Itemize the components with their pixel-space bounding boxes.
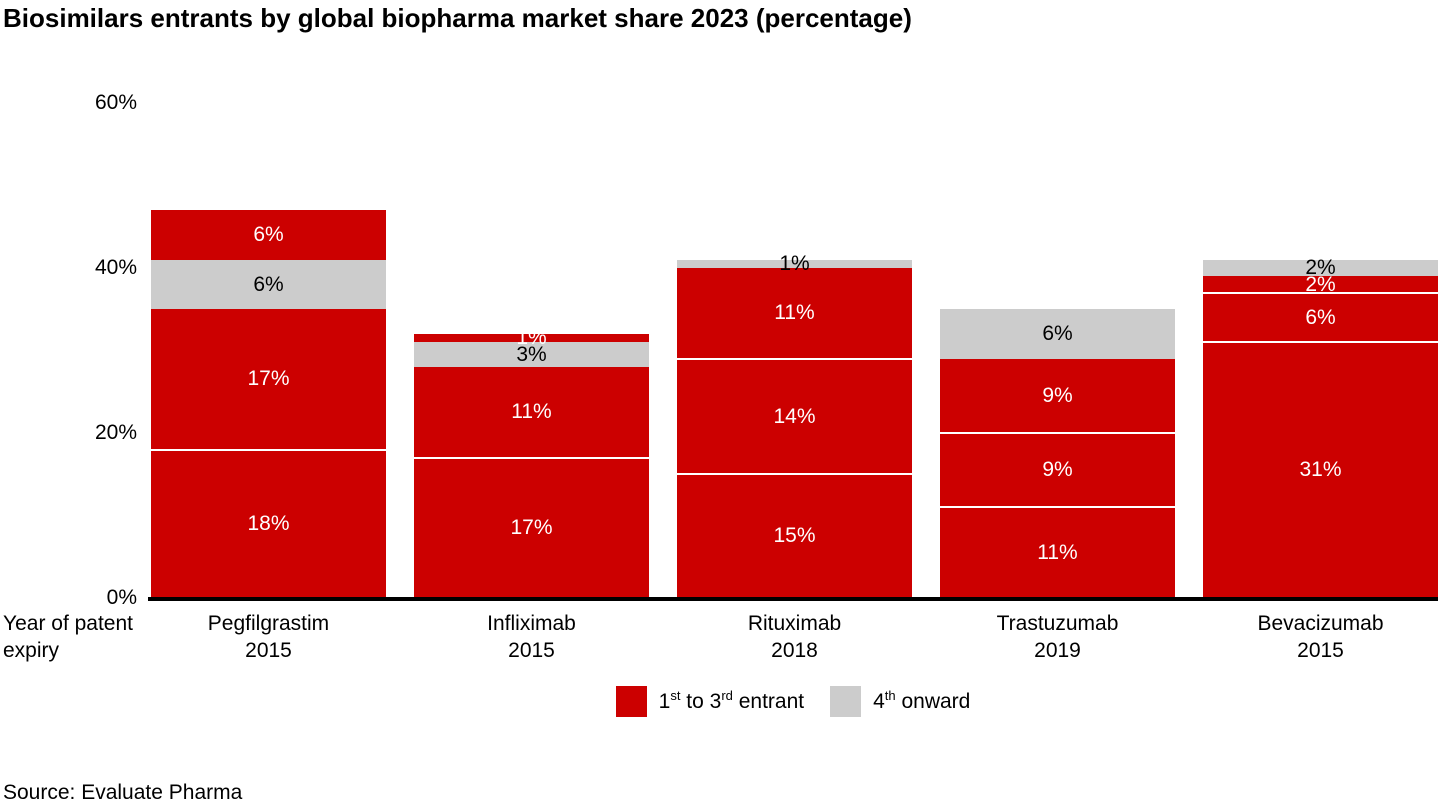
- segment-separator: [151, 448, 386, 451]
- category-year: 2019: [1034, 639, 1081, 662]
- legend-swatch: [615, 686, 647, 717]
- segment-value-label: 11%: [511, 400, 552, 424]
- segment-value-label: 17%: [510, 515, 553, 539]
- category-name: Pegfilgrastim: [207, 612, 330, 635]
- segment-value-label: 6%: [253, 272, 284, 296]
- bar-segment: [151, 259, 386, 310]
- x-axis-line: [148, 597, 1438, 601]
- segment-value-label: 11%: [774, 301, 815, 325]
- segment-value-label: 18%: [247, 511, 290, 535]
- bar-segment: [1203, 259, 1438, 277]
- category-year: 2018: [771, 639, 818, 662]
- y-axis-tick-label: 60%: [94, 91, 137, 114]
- segment-separator: [677, 357, 912, 360]
- legend-item: 1st to 3rd entrant: [615, 686, 805, 717]
- segment-value-label: 15%: [773, 524, 816, 548]
- category-name: Bevacizumab: [1257, 612, 1384, 635]
- segment-separator: [940, 432, 1175, 434]
- segment-value-label: 3%: [516, 342, 547, 366]
- segment-separator: [1203, 341, 1438, 344]
- bar-segment: [414, 367, 649, 458]
- category-name: Rituximab: [747, 612, 842, 635]
- bar-segment: [414, 342, 649, 367]
- legend-label-superscript: st: [670, 688, 681, 703]
- segment-value-label: 6%: [1042, 322, 1073, 345]
- source-note: Source: Evaluate Pharma: [3, 781, 243, 804]
- segment-value-label: 1%: [779, 251, 810, 275]
- chart-title: Biosimilars entrants by global biopharma…: [3, 3, 912, 33]
- segment-separator: [677, 473, 912, 476]
- bar-segment: [151, 449, 386, 598]
- y-axis-tick-label: 0%: [106, 586, 137, 609]
- category-label: Infliximab 2015: [414, 610, 649, 664]
- segment-value-label: 9%: [1042, 383, 1073, 407]
- category-label: Pegfilgrastim 2015: [151, 610, 386, 664]
- bar-segment: [1203, 292, 1438, 343]
- segment-value-label: 2%: [1305, 256, 1336, 279]
- bar-segment: [414, 334, 649, 343]
- bar-segment: [1203, 276, 1438, 293]
- category-year: 2015: [245, 639, 292, 662]
- legend: 1st to 3rd entrant 4th onward: [148, 686, 1438, 717]
- segment-value-label: 2%: [1305, 272, 1336, 296]
- bar-segment: [940, 358, 1175, 433]
- segment-value-label: 1%: [516, 326, 547, 350]
- category-name: Trastuzumab: [996, 612, 1119, 635]
- legend-swatch: [830, 686, 862, 717]
- segment-value-label: 17%: [247, 367, 290, 391]
- segment-separator: [940, 506, 1175, 509]
- category-name: Infliximab: [487, 612, 576, 635]
- bar-segment: [677, 474, 912, 598]
- y-axis-tick-label: 20%: [94, 421, 137, 444]
- bar-segment: [414, 457, 649, 598]
- bar-segment: [940, 507, 1175, 598]
- legend-label-superscript: th: [884, 688, 896, 703]
- category-label: Trastuzumab 2019: [940, 610, 1175, 664]
- legend-item: 4th onward: [830, 686, 970, 717]
- legend-label-superscript: rd: [721, 688, 733, 703]
- category-label: Bevacizumab 2015: [1203, 610, 1438, 664]
- legend-label: 4th onward: [873, 688, 971, 713]
- bar-segment: [940, 433, 1175, 508]
- segment-value-label: 9%: [1042, 458, 1073, 482]
- bar-segment: [151, 309, 386, 450]
- x-axis-caption: Year of patent expiry: [3, 612, 133, 662]
- segment-value-label: 6%: [1305, 305, 1336, 329]
- segment-separator: [1203, 291, 1438, 294]
- category-year: 2015: [508, 639, 555, 662]
- legend-label: 1st to 3rd entrant: [658, 688, 805, 713]
- bar-segment: [677, 259, 912, 268]
- y-axis-tick-label: 40%: [94, 256, 137, 279]
- bar-segment: [151, 210, 386, 260]
- segment-separator: [414, 456, 649, 459]
- category-label: Rituximab 2018: [677, 610, 912, 664]
- segment-value-label: 6%: [253, 223, 284, 246]
- bar-segment: [940, 309, 1175, 359]
- segment-value-label: 14%: [773, 404, 816, 428]
- category-year: 2015: [1297, 639, 1344, 662]
- bar-segment: [1203, 342, 1438, 598]
- segment-value-label: 11%: [1037, 540, 1078, 564]
- segment-value-label: 31%: [1299, 458, 1342, 482]
- bar-segment: [677, 358, 912, 475]
- bar-segment: [677, 268, 912, 359]
